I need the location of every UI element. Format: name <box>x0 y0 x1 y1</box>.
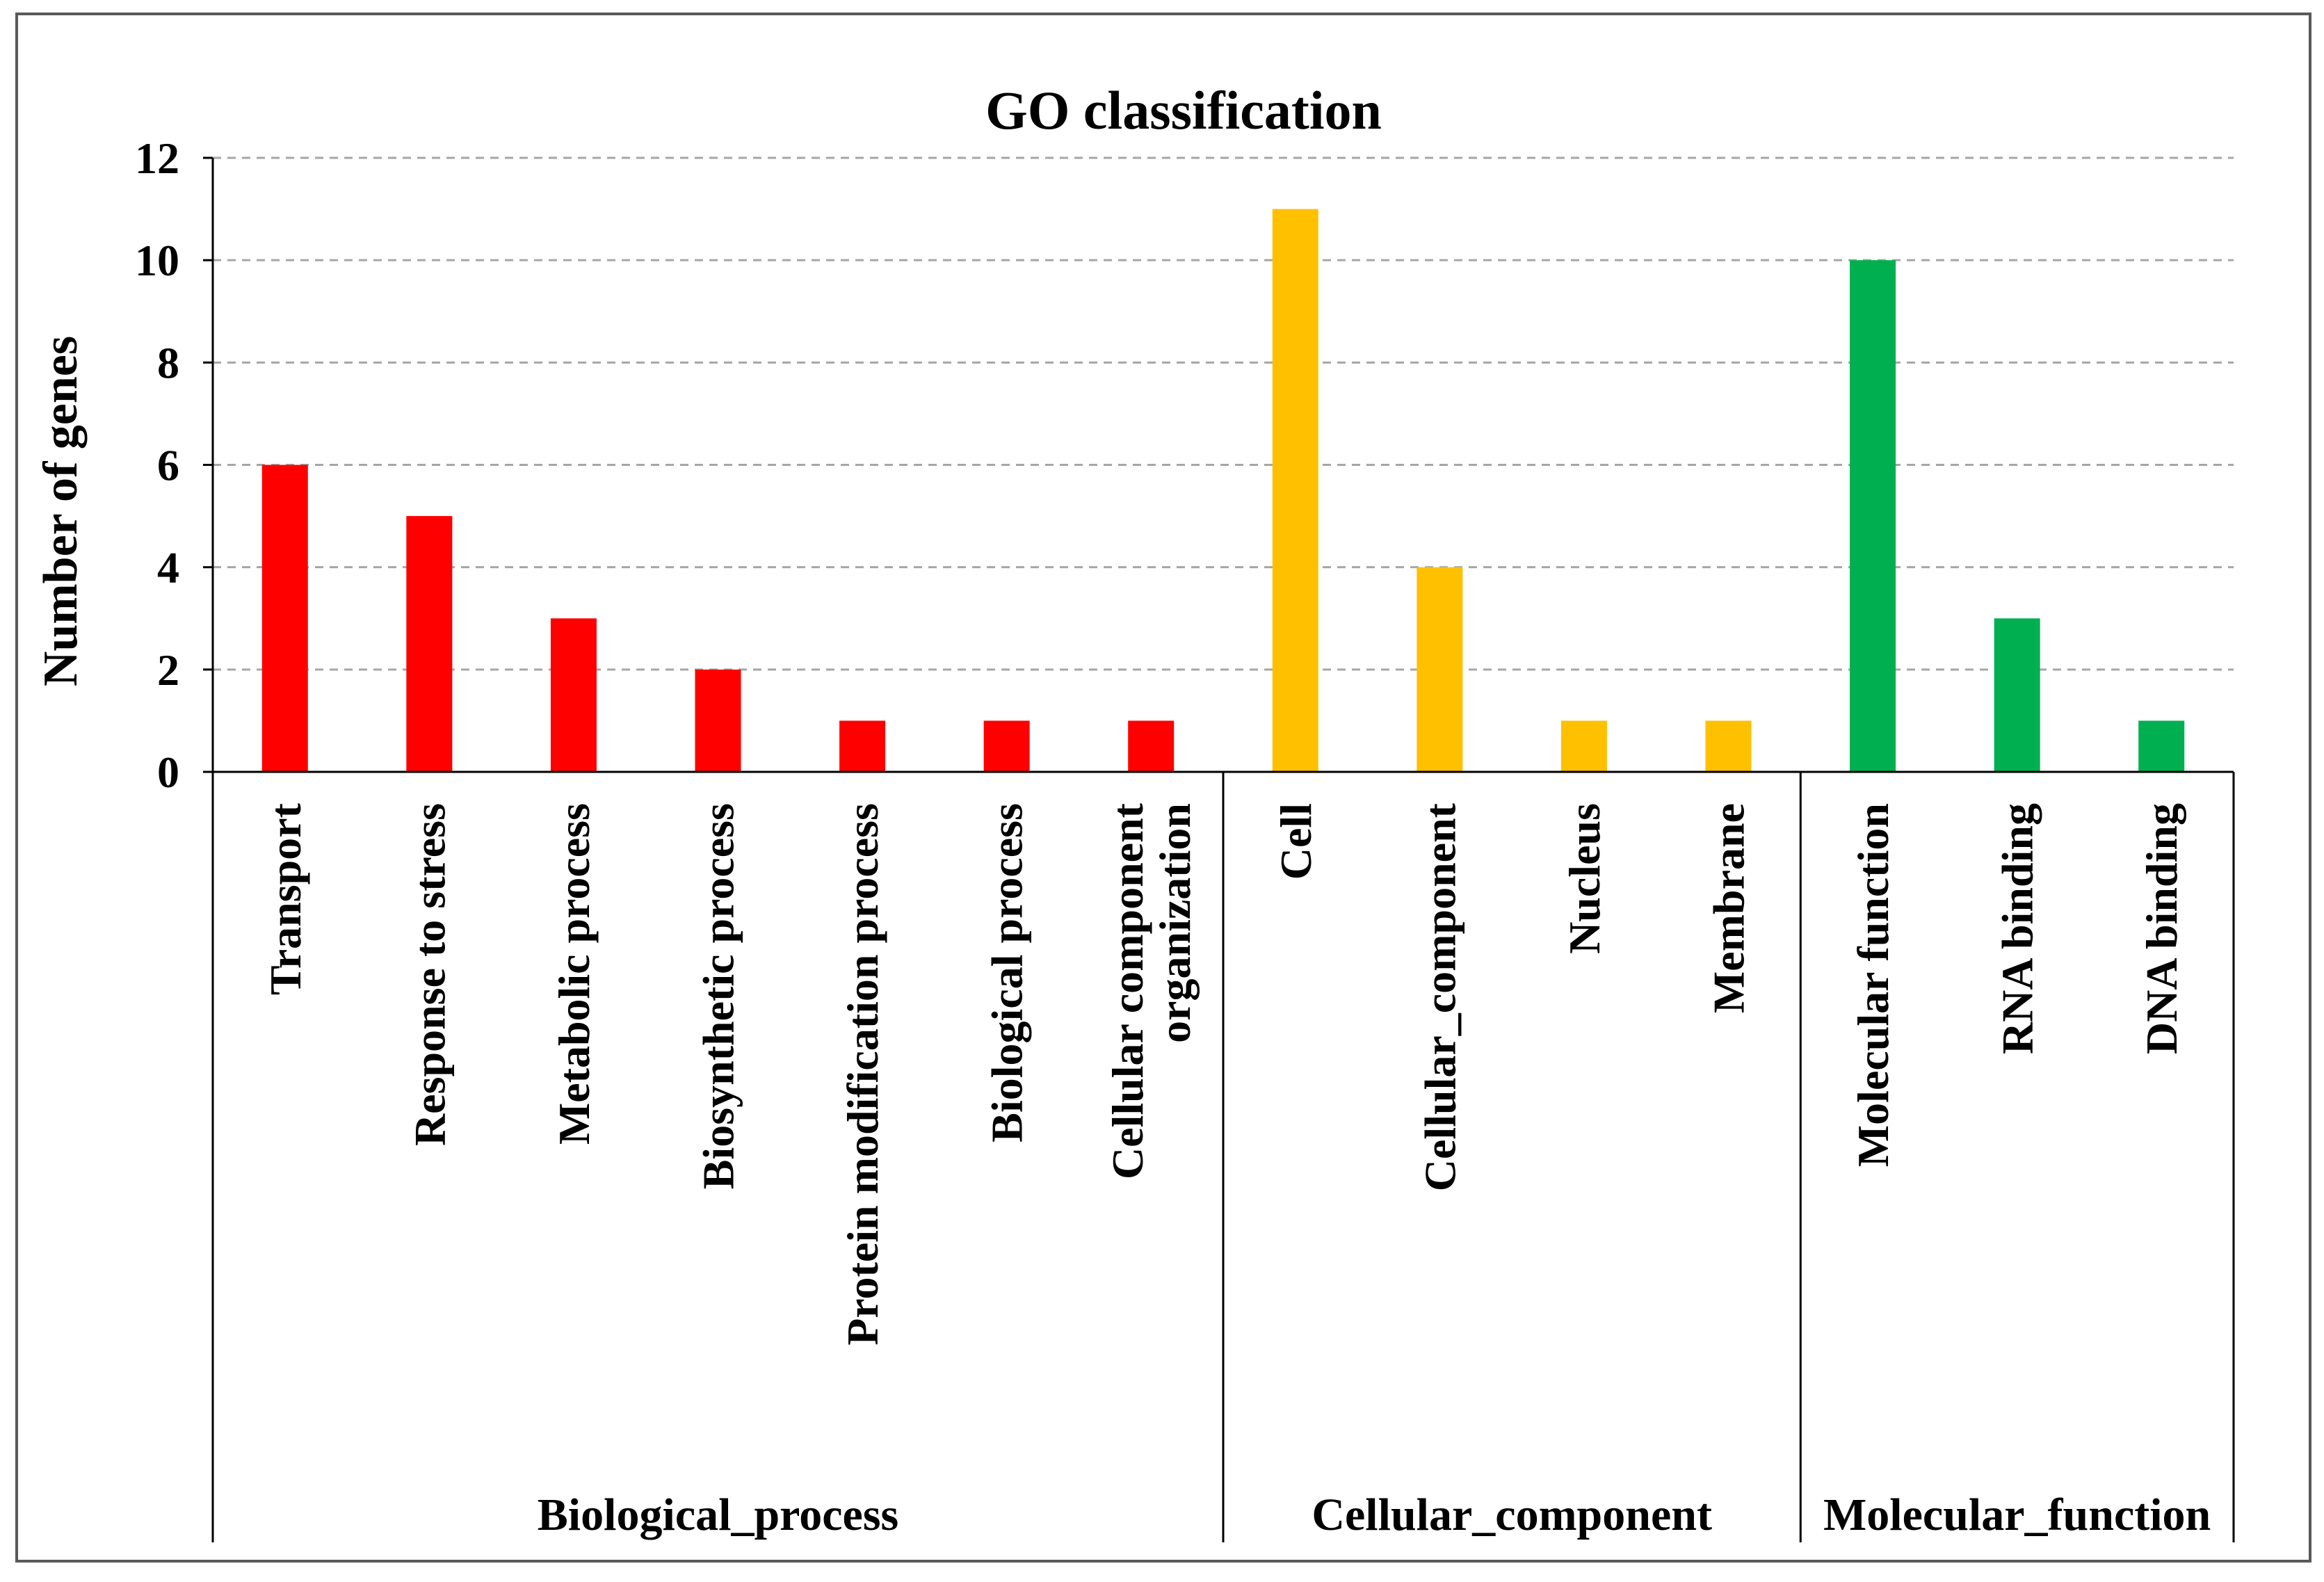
group-label: Biological_process <box>538 1490 898 1540</box>
group-label: Molecular_function <box>1823 1490 2211 1540</box>
y-axis-label: Number of genes <box>34 336 88 686</box>
bar <box>406 516 453 772</box>
x-tick-label: Membrane <box>1704 803 1754 1013</box>
bar <box>1850 260 1896 773</box>
y-tick-label: 12 <box>135 134 179 183</box>
y-tick-label: 2 <box>157 645 179 695</box>
x-tick-label: Response to stress <box>405 803 454 1146</box>
y-tick-label: 4 <box>157 543 179 592</box>
x-tick-label: organization <box>1150 803 1200 1043</box>
x-tick-label: Metabolic process <box>549 803 599 1145</box>
bar <box>2138 720 2185 772</box>
chart-title: GO classification <box>985 80 1382 140</box>
y-tick-label: 0 <box>157 748 179 797</box>
y-tick-label: 8 <box>157 338 179 387</box>
y-tick-labels: 0 2 4 6 8 10 12 <box>135 134 179 797</box>
x-tick-label: Transport <box>261 802 310 995</box>
bar <box>1994 618 2040 772</box>
x-tick-label: RNA binding <box>1993 803 2042 1054</box>
bar <box>839 720 886 772</box>
bars <box>261 209 2185 773</box>
group-labels: Biological_process Cellular_component Mole… <box>538 1490 2211 1540</box>
x-tick-label: Biosynthetic process <box>694 803 743 1189</box>
group-label: Cellular_component <box>1312 1490 1712 1540</box>
bar <box>1560 720 1607 772</box>
x-tick-labels: Transport Response to stress Metabolic pro… <box>261 802 2186 1345</box>
bar <box>550 618 597 772</box>
x-tick-label: DNA binding <box>2137 803 2186 1054</box>
x-tick-label: Biological process <box>983 803 1032 1143</box>
x-tick-label: Cell <box>1271 803 1321 880</box>
x-tick-label: Cellular_component <box>1415 802 1464 1191</box>
bar <box>983 720 1030 772</box>
bar <box>261 465 308 772</box>
x-tick-label: Cellular component <box>1103 802 1152 1179</box>
bar <box>1128 720 1175 772</box>
bar <box>1417 567 1463 772</box>
axes <box>203 156 2235 1542</box>
x-tick-label: Protein modification process <box>838 803 887 1346</box>
x-tick-label: Nucleus <box>1560 803 1609 954</box>
bar <box>695 669 741 772</box>
y-tick-label: 10 <box>135 236 179 285</box>
y-tick-label: 6 <box>157 441 179 490</box>
chart-border <box>15 13 2311 1563</box>
grid-lines <box>213 156 2234 671</box>
x-tick-label: Molecular function <box>1848 803 1898 1167</box>
bar <box>1705 720 1752 772</box>
bar <box>1272 209 1318 772</box>
